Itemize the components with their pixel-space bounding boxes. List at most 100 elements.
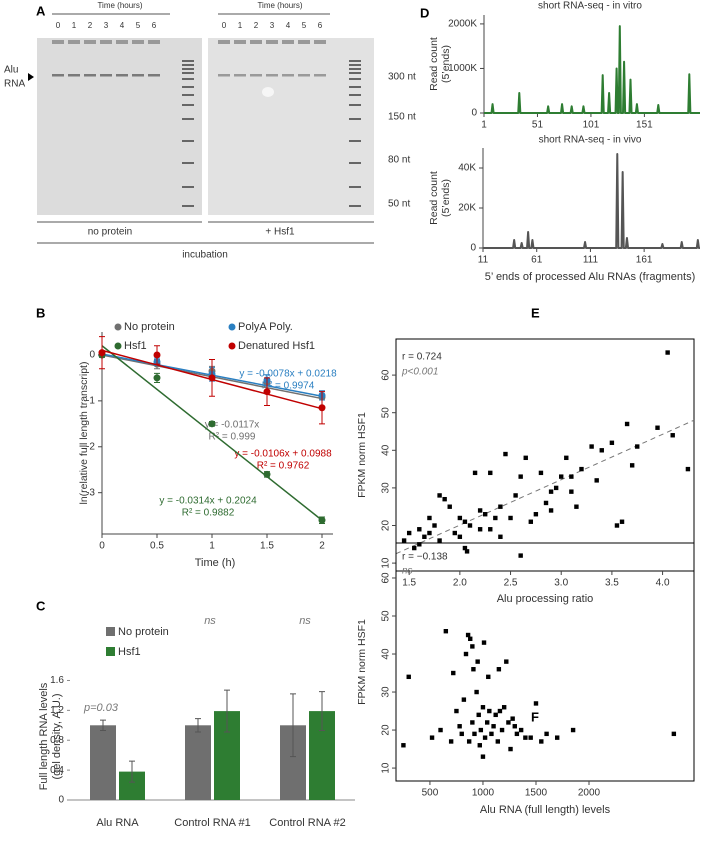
point — [412, 545, 417, 551]
gel-band — [84, 74, 96, 77]
legend-label: No protein — [118, 626, 169, 638]
marker-label: 150 nt — [388, 112, 416, 123]
y-tick-label: 10 — [381, 557, 392, 569]
gel-image — [208, 38, 374, 215]
point — [437, 538, 442, 543]
gel-band — [266, 74, 278, 77]
point — [493, 712, 498, 718]
x-tick-label: 0.5 — [150, 541, 164, 552]
ladder-band — [182, 118, 194, 120]
annotation: y = -0.0314x + 0.2024 — [159, 496, 257, 507]
annotation: y = -0.0117x — [205, 420, 260, 431]
point — [153, 351, 161, 359]
panel-label: A — [36, 3, 46, 18]
x-tick-label: 3.0 — [554, 578, 568, 589]
band-label: Alu — [4, 65, 18, 76]
gel-band — [52, 74, 64, 77]
ladder-band — [182, 64, 194, 66]
point — [559, 474, 564, 479]
x-tick-label: 3.5 — [605, 578, 619, 589]
gel-well — [282, 40, 294, 44]
panel-label: C — [36, 598, 46, 613]
lane-label: 2 — [88, 21, 93, 30]
point — [478, 727, 484, 733]
point — [512, 724, 517, 729]
ladder-band — [182, 205, 194, 207]
point — [579, 466, 584, 472]
legend-label: Denatured Hsf1 — [238, 340, 315, 352]
marker-label: 300 nt — [388, 72, 416, 83]
point — [454, 708, 459, 714]
ladder-band — [349, 72, 361, 74]
y-tick-label: 0.4 — [50, 765, 64, 776]
x-tick-label: Control RNA #1 — [174, 817, 250, 829]
point — [442, 496, 447, 502]
fit-line — [101, 345, 323, 521]
gel-image — [37, 38, 202, 215]
annotation: R² = 0.9762 — [257, 461, 310, 472]
point — [480, 754, 486, 759]
point — [406, 530, 412, 536]
band-label: RNA — [4, 79, 25, 90]
point — [510, 716, 515, 721]
annotation: R² = 0.9882 — [182, 508, 235, 519]
point — [472, 731, 477, 737]
y-tick-label: 30 — [381, 686, 392, 698]
point — [318, 516, 326, 524]
point — [457, 534, 463, 539]
point — [548, 508, 554, 513]
point — [470, 644, 475, 649]
point — [477, 743, 482, 748]
lane-label: 1 — [72, 21, 77, 30]
ladder-band — [182, 186, 194, 188]
point — [489, 731, 494, 737]
point — [655, 425, 660, 430]
point — [503, 451, 508, 457]
line — [484, 25, 700, 114]
legend-marker — [114, 323, 122, 331]
point — [98, 349, 106, 357]
condition-label: no protein — [88, 227, 132, 238]
legend-label: Hsf1 — [118, 646, 141, 658]
y-tick-label: 20K — [458, 203, 476, 214]
point — [459, 731, 464, 737]
x-tick-label: 11 — [478, 255, 489, 266]
point — [422, 534, 427, 539]
point — [468, 636, 473, 642]
lane-label: 6 — [318, 21, 323, 30]
y-tick-label: 60 — [381, 369, 392, 381]
ladder-band — [349, 162, 361, 164]
point — [482, 735, 488, 740]
point — [486, 674, 491, 680]
lane-label: 1 — [238, 21, 243, 30]
ladder-band — [349, 205, 361, 207]
annotation: R² = 0.999 — [209, 432, 256, 443]
point — [463, 651, 469, 657]
gel-spot — [262, 87, 274, 97]
gel-well — [218, 40, 230, 44]
point — [570, 727, 576, 733]
point — [498, 504, 503, 509]
annotation: ns — [204, 615, 216, 627]
point — [488, 470, 493, 476]
gel-band — [298, 74, 310, 77]
x-tick-label: 4.0 — [656, 578, 670, 589]
gel-well — [234, 40, 246, 44]
ladder-band — [349, 118, 361, 120]
point — [475, 659, 480, 664]
y-tick-label: 0 — [471, 108, 477, 119]
arrow — [28, 73, 34, 81]
plot-frame — [395, 338, 695, 572]
lane-label: 5 — [302, 21, 307, 30]
ladder-band — [349, 104, 361, 106]
point — [432, 523, 437, 528]
plot-frame — [395, 542, 695, 782]
x-tick-label: 1.5 — [402, 578, 416, 589]
point — [485, 720, 490, 725]
point — [474, 689, 479, 695]
point — [514, 731, 520, 737]
point — [481, 640, 487, 645]
point — [482, 512, 488, 517]
point — [548, 489, 554, 494]
gel-band — [116, 74, 128, 77]
